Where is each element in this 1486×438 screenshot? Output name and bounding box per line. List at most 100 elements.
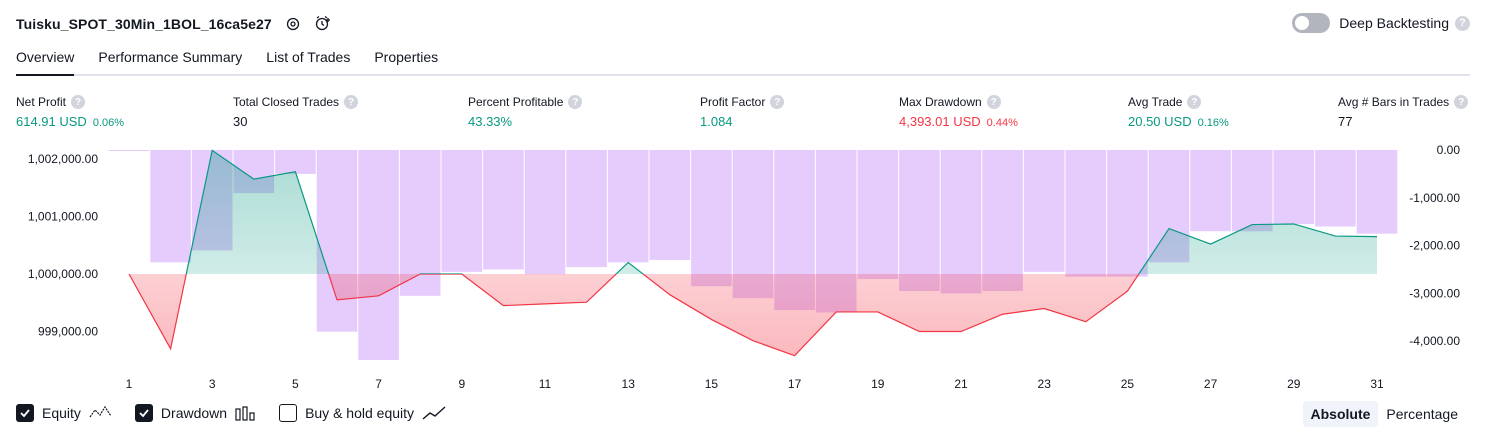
metric-value: 43.33% <box>468 114 513 129</box>
metric-value: 614.91 USD <box>16 114 87 129</box>
drawdown-bar <box>358 150 399 360</box>
x-tick-label: 25 <box>1121 377 1135 391</box>
help-icon[interactable]: ? <box>986 95 1001 109</box>
tab-list-of-trades[interactable]: List of Trades <box>266 49 351 65</box>
metric-value: 1.084 <box>700 114 733 129</box>
metric-percent: 0.16% <box>1197 117 1229 129</box>
metric-label: Net Profit <box>16 95 67 109</box>
drawdown-bar <box>1273 150 1315 225</box>
metric-value: 77 <box>1338 114 1353 129</box>
help-icon[interactable]: ? <box>344 95 359 109</box>
y-right-tick-label: -3,000.00 <box>1409 286 1460 300</box>
x-tick-label: 21 <box>954 377 968 391</box>
legend-buy-hold[interactable]: Buy & hold equity <box>279 404 446 422</box>
x-tick-label: 1 <box>126 377 133 391</box>
settings-icon[interactable] <box>284 15 302 33</box>
metric-label: Avg Trade <box>1128 95 1183 109</box>
chart-legend: Equity Drawdown Buy & hold equity <box>16 404 468 422</box>
metric-label: Profit Factor <box>700 95 766 109</box>
deep-backtesting-toggle[interactable] <box>1292 13 1331 33</box>
x-tick-label: 31 <box>1370 377 1384 391</box>
metric-label: Total Closed Trades <box>233 95 340 109</box>
deep-backtesting-help-icon[interactable]: ? <box>1455 15 1470 31</box>
x-tick-label: 13 <box>622 377 636 391</box>
y-right-tick-label: -4,000.00 <box>1409 334 1460 348</box>
metric-value: 30 <box>233 114 248 129</box>
percentage-button[interactable]: Percentage <box>1386 406 1458 422</box>
tab-overview[interactable]: Overview <box>16 46 75 76</box>
drawdown-label: Drawdown <box>160 405 228 421</box>
y-left-tick-label: 1,001,000.00 <box>28 210 98 224</box>
absolute-button[interactable]: Absolute <box>1302 401 1379 427</box>
legend-equity[interactable]: Equity <box>16 404 113 422</box>
help-icon[interactable]: ? <box>1454 95 1469 109</box>
tab-performance-summary[interactable]: Performance Summary <box>98 49 243 65</box>
y-right-tick-label: -1,000.00 <box>1409 191 1460 205</box>
y-left-tick-label: 1,002,000.00 <box>28 152 98 166</box>
drawdown-bar <box>566 150 607 268</box>
equity-label: Equity <box>42 405 81 421</box>
x-tick-label: 11 <box>539 377 552 391</box>
help-icon[interactable]: ? <box>568 95 583 109</box>
metric-percent: 0.06% <box>92 117 125 129</box>
x-tick-label: 3 <box>209 377 216 391</box>
equity-line-loss <box>128 274 1140 357</box>
drawdown-bar <box>1065 150 1107 277</box>
drawdown-bar <box>607 150 649 263</box>
equity-checkbox[interactable] <box>16 404 34 422</box>
metric-max-drawdown: Max Drawdown? 4,393.01 USD 0.44% <box>899 94 1018 129</box>
x-tick-label: 15 <box>705 377 719 391</box>
metric-profit-factor: Profit Factor? 1.084 <box>700 94 785 129</box>
drawdown-bar <box>1107 150 1148 277</box>
metric-percent: 0.44% <box>986 117 1018 129</box>
drawdown-bar <box>441 150 483 272</box>
equity-line-icon <box>89 405 113 421</box>
drawdown-bar <box>732 150 774 299</box>
drawdown-bar <box>1315 150 1356 227</box>
drawdown-bar <box>982 150 1023 292</box>
x-tick-label: 9 <box>458 377 465 391</box>
drawdown-bar <box>316 150 358 332</box>
equity-line-profit <box>129 149 1378 274</box>
drawdown-bar <box>1190 150 1231 232</box>
help-icon[interactable]: ? <box>1187 95 1202 109</box>
x-tick-label: 27 <box>1204 377 1218 391</box>
drawdown-checkbox[interactable] <box>134 404 153 422</box>
add-alert-icon[interactable] <box>314 15 332 33</box>
drawdown-bar <box>940 150 982 294</box>
metric-percent-profitable: Percent Profitable? 43.33% <box>468 94 583 129</box>
y-left-tick-label: 1,000,000.00 <box>28 267 98 281</box>
drawdown-bar <box>691 150 732 287</box>
metric-label: Percent Profitable <box>468 95 564 109</box>
buy-hold-checkbox[interactable] <box>279 404 298 422</box>
metric-value: 20.50 USD <box>1128 114 1192 129</box>
toggle-knob <box>1295 16 1310 30</box>
metric-label: Avg # Bars in Trades <box>1338 95 1450 109</box>
drawdown-bar <box>108 150 150 151</box>
equity-loss-area <box>129 274 1377 356</box>
drawdown-bar <box>857 150 899 280</box>
x-tick-label: 5 <box>292 377 299 391</box>
x-tick-label: 19 <box>871 377 885 391</box>
strategy-header: Tuisku_SPOT_30Min_1BOL_16ca5e27 <box>16 12 332 36</box>
drawdown-bar <box>1356 150 1398 234</box>
help-icon[interactable]: ? <box>770 95 785 109</box>
buy-hold-label: Buy & hold equity <box>305 405 415 421</box>
drawdown-bars-icon <box>235 405 257 421</box>
metric-label: Max Drawdown <box>899 95 982 109</box>
equity-profit-area <box>129 150 1377 274</box>
y-right-tick-label: -2,000.00 <box>1409 239 1460 253</box>
tab-properties[interactable]: Properties <box>374 49 439 65</box>
drawdown-bar <box>1231 150 1273 232</box>
metric-avg-trade: Avg Trade? 20.50 USD 0.16% <box>1128 94 1229 129</box>
help-icon[interactable]: ? <box>71 95 86 109</box>
metric-net-profit: Net Profit? 614.91 USD 0.06% <box>16 94 124 129</box>
scale-mode-switch: Absolute Percentage <box>1302 401 1467 427</box>
y-left-tick-label: 999,000.00 <box>38 325 98 339</box>
drawdown-bar <box>150 150 191 263</box>
legend-drawdown[interactable]: Drawdown <box>134 404 257 422</box>
drawdown-bar <box>1023 150 1065 272</box>
metric-value: 4,393.01 USD <box>899 114 981 129</box>
equity-drawdown-chart[interactable]: 999,000.00 1,000,000.00 1,001,000.00 1,002,… <box>0 140 1486 395</box>
drawdown-bar <box>649 150 691 260</box>
